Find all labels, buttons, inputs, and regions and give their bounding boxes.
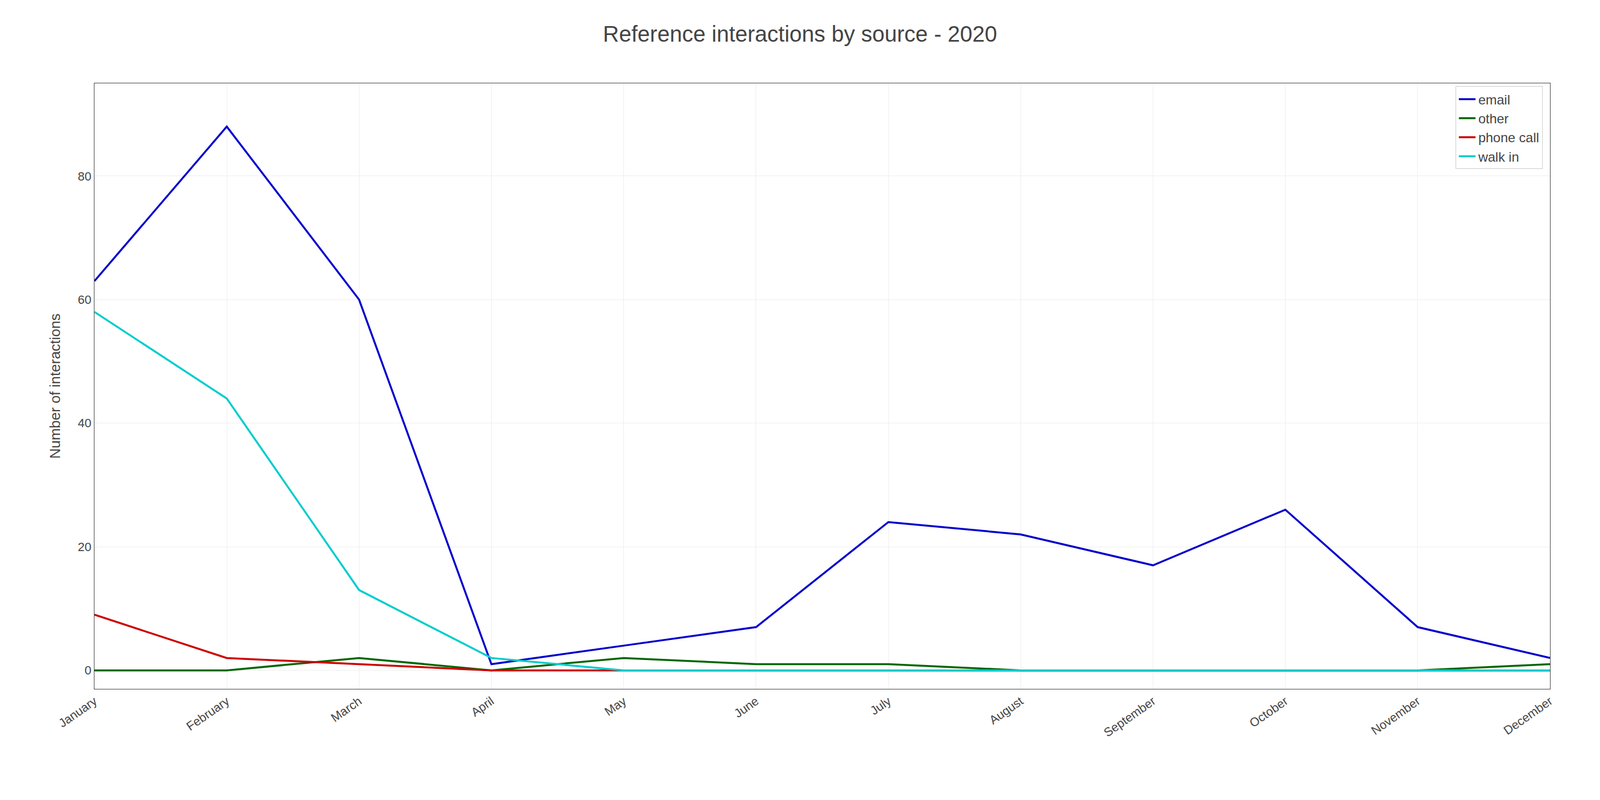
svg-text:Reference interactions by sour: Reference interactions by source - 2020 [602,21,997,47]
svg-text:March: March [328,693,364,725]
svg-text:June: June [731,693,762,721]
svg-text:July: July [867,693,894,718]
svg-text:0: 0 [84,663,92,678]
svg-text:October: October [1246,693,1290,730]
svg-text:December: December [1501,693,1555,738]
svg-text:walk in: walk in [1477,149,1519,165]
svg-text:September: September [1101,693,1159,740]
svg-text:80: 80 [77,169,92,184]
svg-text:20: 20 [77,540,92,554]
svg-text:May: May [602,693,629,719]
svg-text:60: 60 [77,292,92,307]
svg-text:November: November [1368,693,1423,738]
svg-text:Number of interactions: Number of interactions [46,313,64,459]
svg-text:email: email [1478,92,1510,108]
svg-text:February: February [183,693,232,734]
svg-text:January: January [56,693,100,730]
svg-text:40: 40 [77,416,92,430]
svg-text:April: April [468,693,497,720]
svg-text:other: other [1478,111,1509,127]
svg-text:August: August [986,693,1026,728]
svg-text:phone call: phone call [1478,130,1539,145]
